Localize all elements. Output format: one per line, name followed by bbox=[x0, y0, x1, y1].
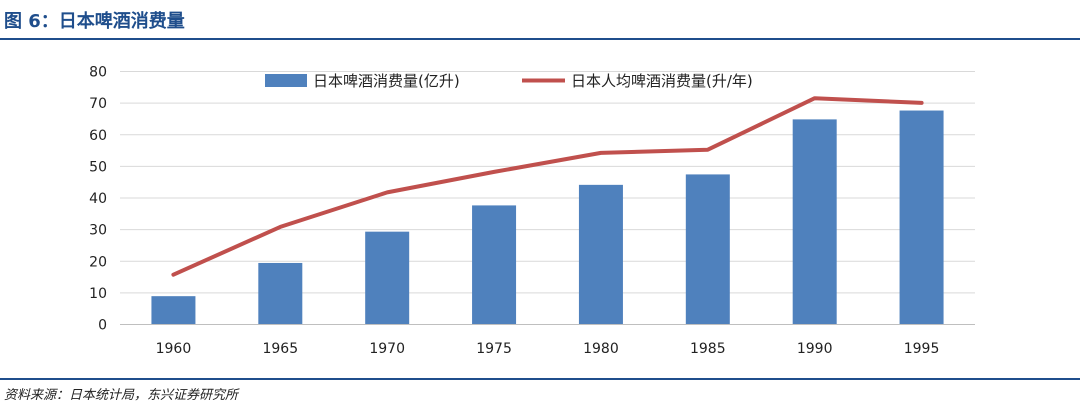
bar-1975 bbox=[472, 205, 517, 324]
y-tick-label: 40 bbox=[89, 191, 107, 207]
bar-series bbox=[151, 110, 944, 324]
figure-title: 图 6：日本啤酒消费量 bbox=[4, 11, 185, 32]
y-tick-label: 30 bbox=[89, 223, 107, 239]
bar-1970 bbox=[365, 231, 410, 324]
footer-divider bbox=[0, 378, 1080, 380]
x-tick-label: 1975 bbox=[476, 341, 512, 357]
x-axis-ticks: 1960 1965 1970 1975 1980 1985 1990 1995 bbox=[156, 341, 940, 357]
legend-line-label: 日本人均啤酒消费量(升/年) bbox=[571, 72, 753, 90]
legend-bar-swatch bbox=[265, 74, 307, 87]
y-tick-label: 60 bbox=[89, 128, 107, 144]
line-series bbox=[171, 96, 924, 277]
bar-1985 bbox=[685, 174, 730, 324]
y-tick-label: 70 bbox=[89, 96, 107, 112]
per-capita-line bbox=[171, 96, 924, 277]
x-tick-label: 1995 bbox=[904, 341, 940, 357]
y-tick-label: 80 bbox=[89, 65, 107, 81]
x-tick-label: 1985 bbox=[690, 341, 726, 357]
title-divider bbox=[0, 38, 1080, 40]
y-axis-ticks: 0 10 20 30 40 50 60 70 80 bbox=[89, 65, 107, 334]
y-tick-label: 20 bbox=[89, 254, 107, 270]
y-tick-label: 0 bbox=[98, 318, 107, 334]
y-tick-label: 50 bbox=[89, 159, 107, 175]
legend: 日本啤酒消费量(亿升) 日本人均啤酒消费量(升/年) bbox=[265, 72, 753, 90]
x-tick-label: 1980 bbox=[583, 341, 619, 357]
x-tick-label: 1965 bbox=[262, 341, 298, 357]
source-note: 资料来源：日本统计局，东兴证券研究所 bbox=[4, 388, 239, 403]
y-tick-label: 10 bbox=[89, 286, 107, 302]
legend-bar-label: 日本啤酒消费量(亿升) bbox=[313, 72, 460, 90]
x-tick-label: 1960 bbox=[156, 341, 192, 357]
x-tick-label: 1990 bbox=[797, 341, 833, 357]
bar-1960 bbox=[151, 296, 196, 324]
bar-1965 bbox=[258, 262, 303, 324]
bar-1990 bbox=[792, 119, 837, 324]
bar-1980 bbox=[578, 184, 623, 324]
x-tick-label: 1970 bbox=[369, 341, 405, 357]
bar-1995 bbox=[899, 110, 944, 324]
